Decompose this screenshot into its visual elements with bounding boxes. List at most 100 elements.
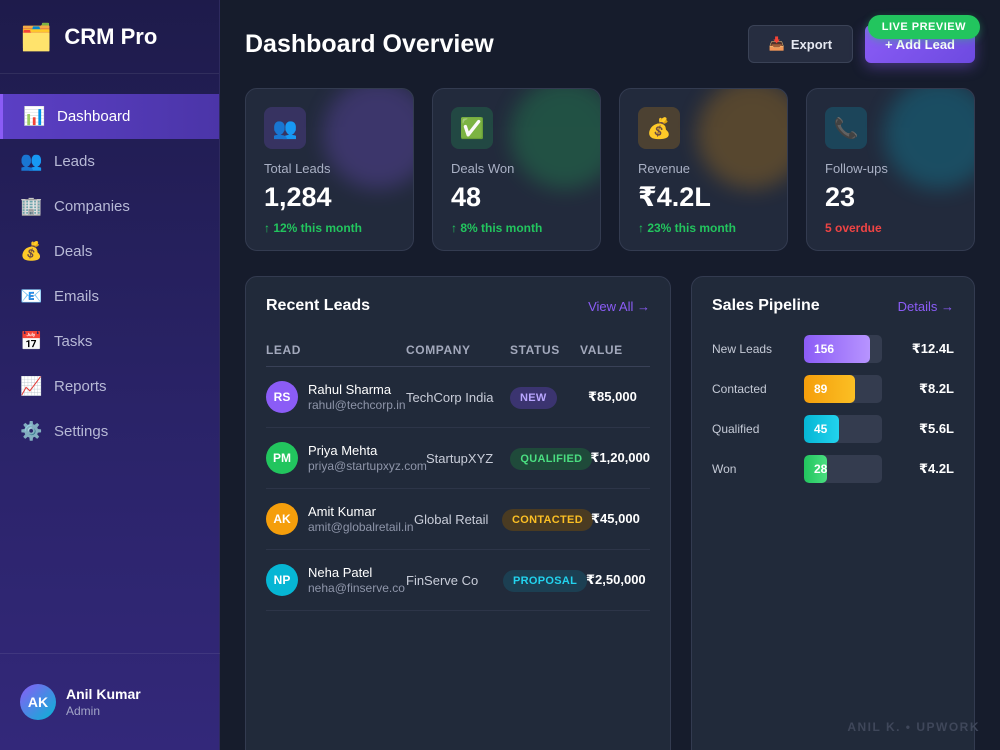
user-profile[interactable]: AK Anil Kumar Admin [0, 653, 220, 750]
sidebar-item-label: Tasks [54, 333, 93, 350]
value-cell: ₹45,000 [591, 511, 640, 526]
lead-info: Priya Mehta priya@startupxyz.com [308, 443, 427, 473]
table-row[interactable]: RS Rahul Sharma rahul@techcorp.in TechCo… [266, 367, 650, 428]
stat-label: Revenue [638, 161, 691, 176]
stat-value: 48 [451, 182, 482, 212]
stat-card-revenue: 💰 Revenue ₹4.2L ↑ 23% this month [619, 88, 788, 251]
stat-label: Follow-ups [825, 161, 888, 176]
sidebar-item-leads[interactable]: 👥 Leads [0, 139, 219, 184]
money-bag-icon: 💰 [638, 107, 680, 149]
user-role: Admin [66, 704, 101, 718]
card-glow [697, 89, 787, 189]
stat-change: ↑ 23% this month [638, 221, 737, 235]
stage-value: ₹4.2L [918, 461, 954, 476]
panel-title: Sales Pipeline [712, 297, 820, 314]
lead-info: Rahul Sharma rahul@techcorp.in [308, 382, 406, 412]
pipeline-stage-qualified: Qualified 45 ₹5.6L [712, 409, 954, 449]
value-cell: ₹85,000 [588, 389, 637, 404]
card-glow [323, 89, 413, 189]
stage-bar-fill: 89 [804, 375, 855, 403]
export-label: Export [790, 36, 833, 52]
stat-label: Total Leads [264, 161, 331, 176]
table-row[interactable]: NP Neha Patel neha@finserve.co FinServe … [266, 550, 650, 611]
phone-icon: 📞 [825, 107, 867, 149]
export-button[interactable]: 📥 Export [747, 25, 854, 63]
recent-leads-panel: Recent Leads View All → LEAD COMPANY STA… [245, 276, 671, 750]
column-header-company[interactable]: COMPANY [406, 343, 471, 357]
lead-email: priya@startupxyz.com [308, 459, 427, 473]
main-content: LIVE PREVIEW Dashboard Overview 📥 Export… [220, 0, 1000, 750]
brand-title: CRM Pro [64, 23, 158, 49]
sidebar-item-reports[interactable]: 📈 Reports [0, 364, 219, 409]
building-icon: 🏢 [20, 196, 43, 216]
panels-row: Recent Leads View All → LEAD COMPANY STA… [245, 276, 975, 750]
sidebar-item-deals[interactable]: 💰 Deals [0, 229, 219, 274]
stat-label: Deals Won [451, 161, 515, 176]
pipeline-stage-won: Won 28 ₹4.2L [712, 449, 954, 489]
email-icon: 📧 [20, 286, 43, 306]
user-name: Anil Kumar [66, 686, 141, 702]
column-header-lead[interactable]: LEAD [266, 343, 302, 357]
stats-row: 👥 Total Leads 1,284 ↑ 12% this month ✅ D… [245, 88, 975, 251]
money-bag-icon: 💰 [20, 241, 43, 261]
avatar: AK [266, 503, 298, 535]
view-all-link[interactable]: View All → [588, 298, 650, 314]
stat-change: ↑ 8% this month [451, 221, 543, 235]
stage-label: Won [712, 462, 737, 476]
details-link[interactable]: Details → [897, 298, 954, 314]
company-cell: StartupXYZ [426, 450, 494, 466]
card-glow [884, 89, 974, 189]
lead-email: amit@globalretail.in [308, 520, 414, 534]
avatar: AK [20, 684, 56, 720]
column-header-value[interactable]: VALUE [580, 343, 623, 357]
column-header-status[interactable]: STATUS [510, 343, 560, 357]
status-cell: CONTACTED [502, 509, 593, 531]
lead-info: Amit Kumar amit@globalretail.in [308, 504, 414, 534]
page-title: Dashboard Overview [245, 29, 494, 58]
stage-bar-fill: 45 [804, 415, 840, 443]
card-glow [510, 89, 600, 189]
pipeline-stage-contacted: Contacted 89 ₹8.2L [712, 369, 954, 409]
lead-cell: RS Rahul Sharma rahul@techcorp.in [266, 381, 406, 413]
brand: 🗂️ CRM Pro [0, 0, 219, 74]
stat-value: ₹4.2L [638, 182, 711, 212]
stat-change: 5 overdue [825, 221, 882, 235]
sidebar-item-companies[interactable]: 🏢 Companies [0, 184, 219, 229]
lead-cell: AK Amit Kumar amit@globalretail.in [266, 503, 414, 535]
stage-value: ₹5.6L [918, 421, 954, 436]
status-cell: PROPOSAL [503, 570, 588, 592]
status-cell: NEW [510, 387, 588, 409]
sidebar-item-label: Deals [54, 243, 93, 260]
sidebar-item-label: Emails [54, 288, 100, 305]
lead-cell: NP Neha Patel neha@finserve.co [266, 564, 406, 596]
status-badge: CONTACTED [502, 509, 593, 531]
avatar: RS [266, 381, 298, 413]
sales-pipeline-panel: Sales Pipeline Details → New Leads 156 ₹… [691, 276, 975, 750]
sidebar-item-dashboard[interactable]: 📊 Dashboard [0, 94, 219, 139]
stage-bar-track: 156 [804, 335, 882, 363]
sidebar-item-label: Reports [54, 378, 107, 395]
status-badge: PROPOSAL [503, 570, 588, 592]
table-row[interactable]: PM Priya Mehta priya@startupxyz.com Star… [266, 428, 650, 489]
live-preview-badge: LIVE PREVIEW [867, 15, 980, 39]
stage-bar-track: 89 [804, 375, 882, 403]
table-row[interactable]: AK Amit Kumar amit@globalretail.in Globa… [266, 489, 650, 550]
table-body: RS Rahul Sharma rahul@techcorp.in TechCo… [266, 367, 650, 611]
status-badge: NEW [510, 387, 557, 409]
lead-email: neha@finserve.co [308, 581, 405, 595]
avatar: NP [266, 564, 298, 596]
stage-label: Qualified [712, 422, 760, 436]
lead-email: rahul@techcorp.in [308, 398, 406, 412]
sidebar-item-tasks[interactable]: 📅 Tasks [0, 319, 219, 364]
stat-card-total-leads: 👥 Total Leads 1,284 ↑ 12% this month [245, 88, 414, 251]
stat-value: 23 [825, 182, 856, 212]
sidebar-item-label: Settings [54, 423, 109, 440]
sidebar-item-label: Companies [54, 198, 130, 215]
avatar: PM [266, 442, 298, 474]
lead-name: Priya Mehta [308, 443, 378, 458]
company-cell: Global Retail [414, 511, 489, 527]
sidebar-item-settings[interactable]: ⚙️ Settings [0, 409, 219, 454]
sidebar-item-emails[interactable]: 📧 Emails [0, 274, 219, 319]
user-info: Anil Kumar Admin [66, 686, 141, 718]
company-cell: FinServe Co [406, 572, 479, 588]
